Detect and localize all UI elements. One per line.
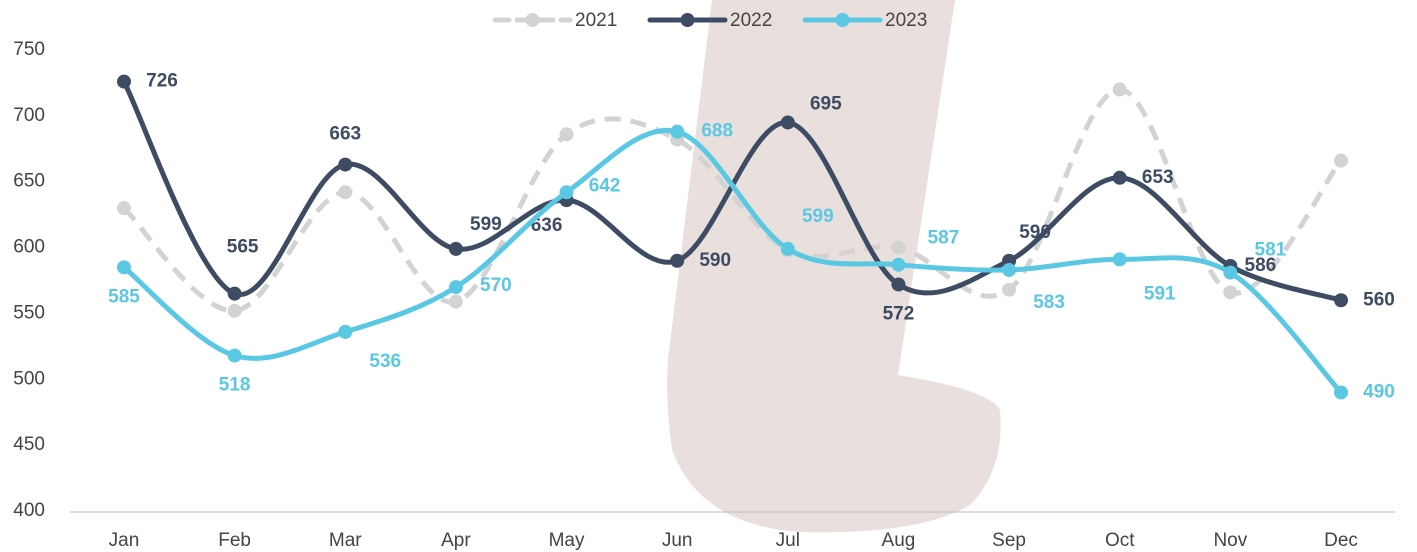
data-point [1334,153,1348,168]
data-label: 695 [810,93,842,114]
data-point [448,294,463,309]
data-label: 581 [1255,240,1287,261]
y-tick-label: 550 [13,302,45,323]
x-tick-label: Feb [218,530,251,551]
data-point [1334,293,1348,308]
data-label: 586 [1245,255,1277,276]
data-label: 653 [1142,167,1174,188]
y-tick-label: 500 [13,368,45,389]
x-tick-label: Jun [662,530,693,551]
data-label: 583 [1033,292,1065,313]
data-point [1112,170,1127,185]
data-point [448,280,463,295]
data-point [227,286,242,301]
data-point [780,241,795,256]
data-point [1002,262,1017,277]
x-tick-label: Jan [109,530,140,551]
y-tick-label: 750 [13,39,45,60]
y-tick-label: 700 [13,105,45,126]
y-tick-label: 400 [13,500,45,521]
data-point [559,185,574,200]
data-point [559,127,574,142]
data-point [780,115,795,130]
data-point [1112,82,1127,97]
data-point [338,324,353,339]
data-label: 572 [883,303,915,324]
data-point [670,253,685,268]
data-point [891,257,906,272]
data-label: 490 [1363,381,1395,402]
x-tick-label: Apr [441,530,471,551]
y-tick-label: 450 [13,434,45,455]
data-label: 599 [470,214,502,235]
data-label: 726 [146,71,178,92]
x-tick-label: Aug [882,530,916,551]
data-point [891,240,906,255]
data-label: 688 [701,121,733,142]
data-label: 536 [369,351,401,372]
data-label: 570 [480,275,512,296]
data-point [670,124,685,139]
series-line [122,127,1343,395]
x-tick-label: May [549,530,585,551]
data-label: 590 [1019,222,1051,243]
legend-marker [680,13,695,27]
data-label: 585 [108,286,140,307]
x-tick-label: Mar [329,530,362,551]
data-point [891,277,906,292]
data-point [338,157,353,172]
data-label: 636 [531,215,563,236]
data-label: 642 [589,175,621,196]
legend-marker [525,13,540,27]
data-label: 663 [329,124,361,145]
legend-marker [835,13,850,27]
data-point [1334,385,1348,400]
x-tick-label: Jul [776,530,800,551]
data-point [227,303,242,318]
legend-label: 2023 [885,10,927,31]
data-point [227,348,242,363]
data-label: 560 [1363,289,1395,310]
data-point [1112,252,1127,267]
legend-label: 2022 [730,10,772,31]
data-point [448,241,463,256]
legend-label: 2021 [575,10,617,31]
data-point [117,260,131,275]
x-tick-label: Nov [1213,530,1247,551]
watermark [667,0,1001,533]
data-label: 590 [699,250,731,271]
data-label: 587 [928,228,960,249]
x-tick-label: Oct [1105,530,1135,551]
y-tick-label: 600 [13,237,45,258]
data-label: 591 [1144,283,1176,304]
data-label: 599 [802,206,834,227]
data-point [117,201,131,216]
data-label: 565 [227,237,259,258]
data-label: 518 [219,375,251,396]
data-point [117,74,131,89]
data-point [1223,285,1238,300]
data-point [338,185,353,200]
data-point [1223,265,1238,280]
x-tick-label: Sep [992,530,1026,551]
data-point [1002,282,1017,297]
y-tick-label: 650 [13,171,45,192]
x-tick-label: Dec [1324,530,1358,551]
